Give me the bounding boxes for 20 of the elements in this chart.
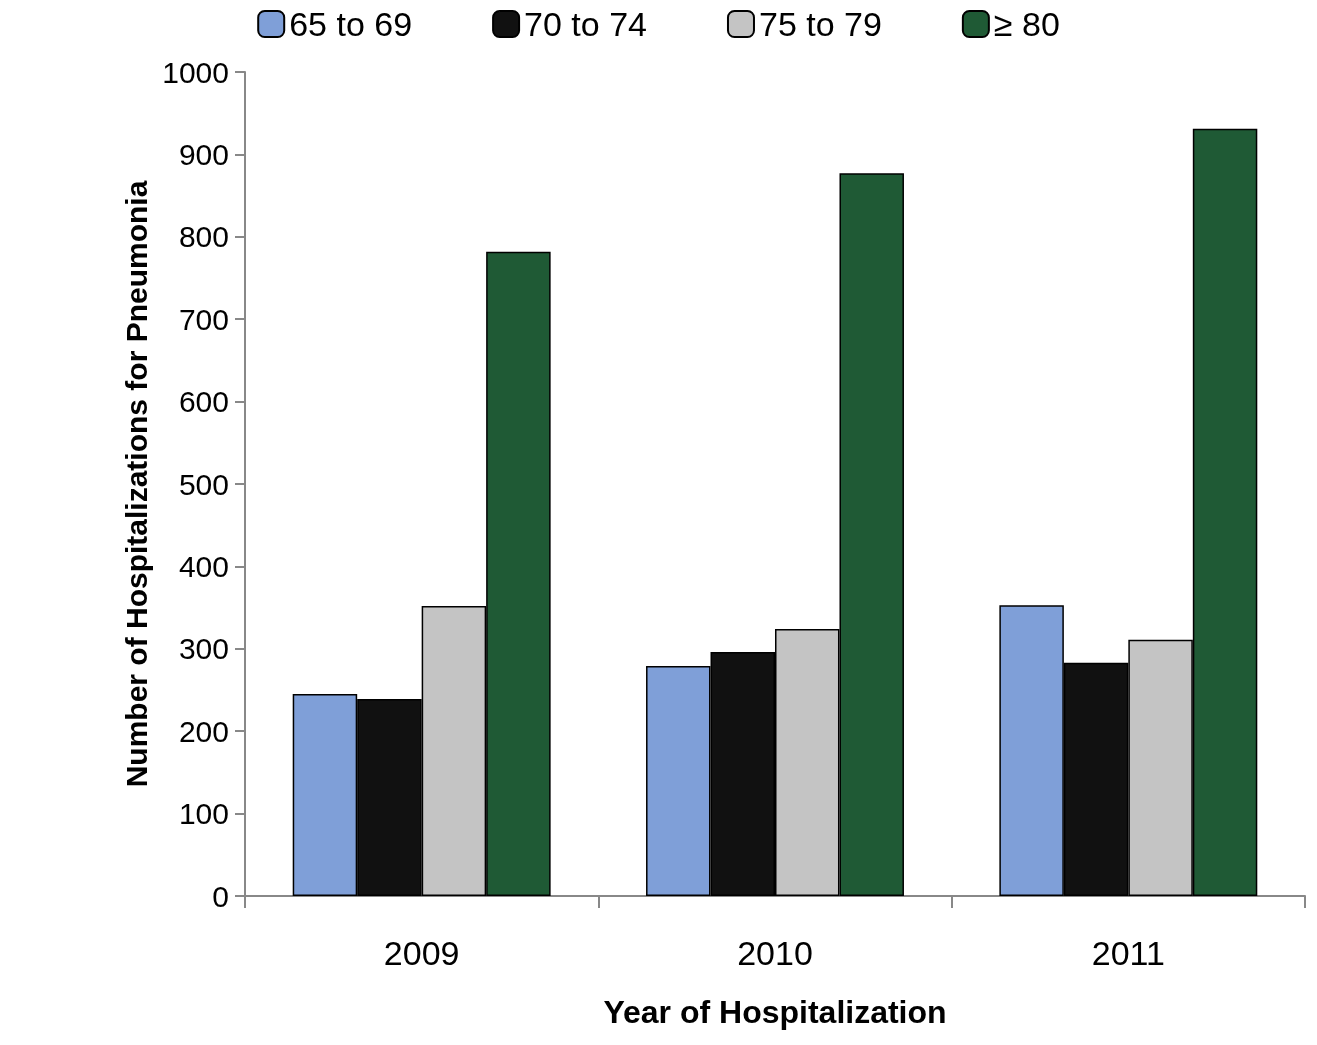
x-tick-label: 2010	[737, 934, 813, 972]
legend-label: ≥ 80	[993, 5, 1060, 43]
y-tick-label: 1000	[162, 55, 229, 89]
y-tick-label: 400	[178, 549, 229, 583]
x-tick-label: 2009	[383, 934, 460, 972]
x-tick-label: 2011	[1091, 934, 1165, 972]
y-axis-title: Number of Hospitalizations for Pneumonia	[119, 180, 153, 788]
legend-label: 65 to 69	[289, 5, 413, 43]
legend-label: 75 to 79	[758, 5, 882, 43]
legend-label: 70 to 74	[524, 5, 647, 43]
y-tick-label: 300	[178, 632, 229, 666]
x-axis-title: Year of Hospitalization	[603, 994, 947, 1030]
y-tick-label: 900	[178, 137, 229, 171]
y-tick-label: 600	[178, 385, 229, 419]
y-tick-label: 0	[212, 879, 229, 913]
y-tick-label: 700	[178, 302, 229, 336]
y-tick-label: 500	[178, 467, 229, 501]
y-tick-label: 800	[178, 220, 229, 254]
y-tick-label: 100	[178, 797, 229, 831]
y-tick-label: 200	[178, 714, 229, 748]
